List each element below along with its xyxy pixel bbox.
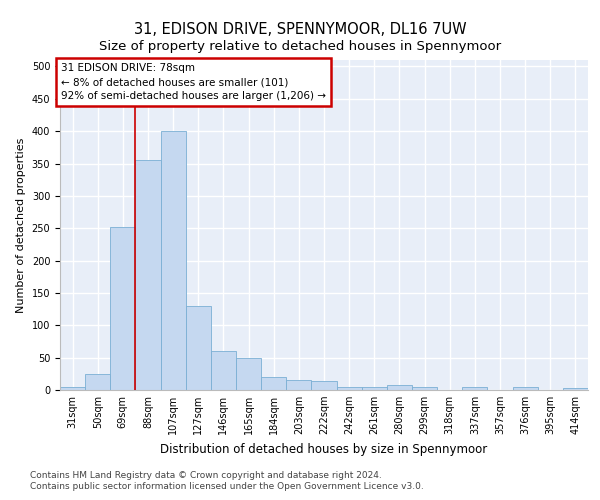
Bar	[60, 387, 85, 390]
Text: Contains public sector information licensed under the Open Government Licence v3: Contains public sector information licen…	[30, 482, 424, 491]
Text: 31 EDISON DRIVE: 78sqm
← 8% of detached houses are smaller (101)
92% of semi-det: 31 EDISON DRIVE: 78sqm ← 8% of detached …	[61, 63, 326, 101]
Bar	[211, 351, 236, 390]
Bar	[261, 377, 286, 390]
Text: Contains HM Land Registry data © Crown copyright and database right 2024.: Contains HM Land Registry data © Crown c…	[30, 470, 382, 480]
Bar	[186, 306, 211, 390]
Bar	[462, 387, 487, 390]
X-axis label: Distribution of detached houses by size in Spennymoor: Distribution of detached houses by size …	[160, 442, 488, 456]
Bar	[337, 388, 362, 390]
Bar	[85, 374, 110, 390]
Bar	[286, 380, 311, 390]
Bar	[110, 227, 136, 390]
Bar	[136, 160, 161, 390]
Y-axis label: Number of detached properties: Number of detached properties	[16, 138, 26, 312]
Bar	[311, 381, 337, 390]
Text: 31, EDISON DRIVE, SPENNYMOOR, DL16 7UW: 31, EDISON DRIVE, SPENNYMOOR, DL16 7UW	[134, 22, 466, 38]
Bar	[512, 388, 538, 390]
Bar	[387, 386, 412, 390]
Bar	[362, 387, 387, 390]
Bar	[236, 358, 261, 390]
Bar	[412, 387, 437, 390]
Text: Size of property relative to detached houses in Spennymoor: Size of property relative to detached ho…	[99, 40, 501, 53]
Bar	[161, 131, 186, 390]
Bar	[563, 388, 588, 390]
